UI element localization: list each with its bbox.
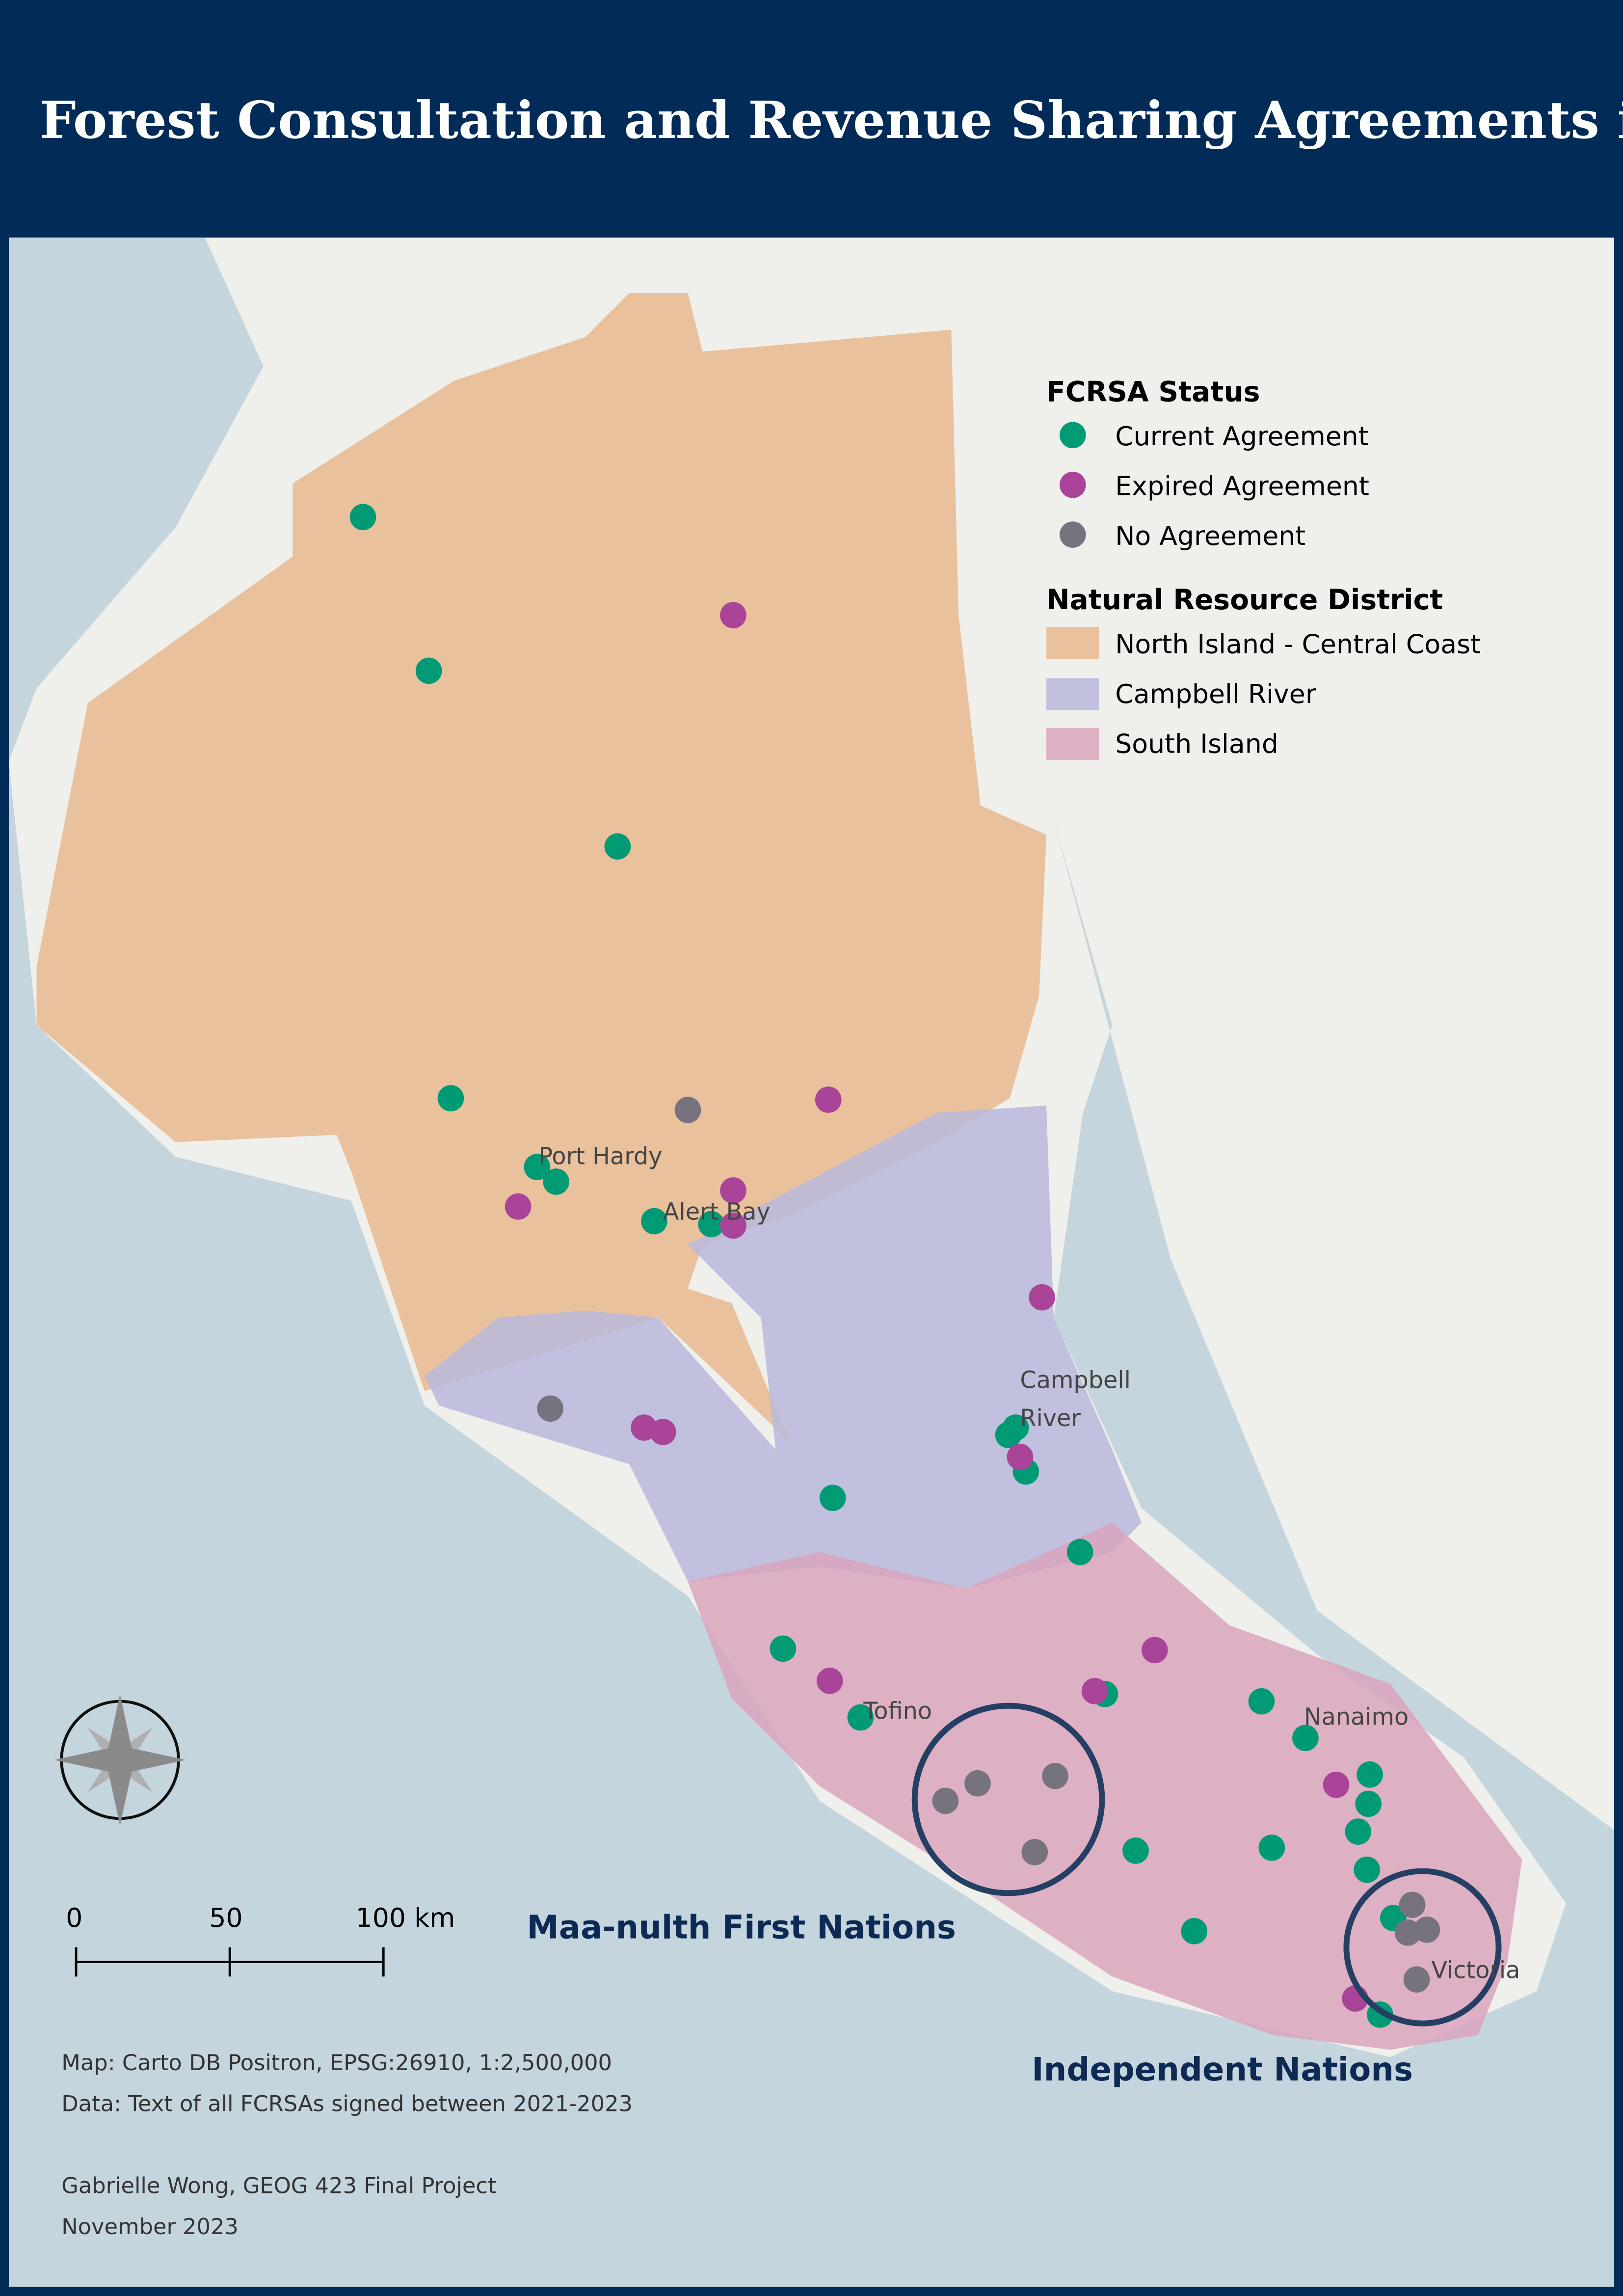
footer-date: November 2023 — [61, 2214, 239, 2240]
scale-bar: 0 50 100 km — [66, 1902, 455, 1977]
legend-current-marker — [1059, 422, 1086, 449]
agreement-point-current — [847, 1704, 874, 1731]
scale-label-100: 100 km — [356, 1902, 455, 1933]
agreement-point-expired — [1323, 1771, 1350, 1798]
agreement-point-expired — [815, 1086, 842, 1113]
legend: FCRSA Status Current Agreement Expired A… — [1046, 376, 1481, 760]
agreement-point-current — [543, 1168, 569, 1195]
place-label-alert-bay: Alert Bay — [663, 1199, 771, 1226]
agreement-point-current — [1248, 1688, 1275, 1715]
agreement-point-none — [537, 1395, 564, 1422]
place-labels: Port Hardy Alert Bay Campbell River Tofi… — [538, 1143, 1520, 1984]
agreement-point-current — [604, 833, 631, 860]
agreement-point-current — [1292, 1725, 1319, 1752]
agreement-point-none — [932, 1787, 959, 1814]
agreement-point-none — [674, 1097, 701, 1123]
place-label-nanaimo: Nanaimo — [1304, 1703, 1409, 1730]
map-frame — [0, 228, 1623, 2296]
independent-nations-highlight-circle — [1343, 1868, 1502, 2026]
agreement-point-expired — [720, 602, 746, 628]
agreement-point-current — [524, 1154, 551, 1181]
legend-campbell-river-label: Campbell River — [1115, 678, 1317, 709]
legend-expired-marker — [1059, 471, 1086, 498]
place-label-campbell-river-2: River — [1020, 1405, 1081, 1432]
agreement-point-expired — [1081, 1677, 1108, 1704]
agreement-point-current — [1122, 1837, 1149, 1864]
legend-north-island-swatch — [1046, 626, 1099, 659]
legend-district-title: Natural Resource District — [1046, 584, 1443, 616]
agreement-points — [349, 504, 1440, 2028]
legend-south-island-label: South Island — [1115, 728, 1278, 759]
place-label-campbell-river: Campbell — [1020, 1367, 1130, 1394]
agreement-point-current — [698, 1211, 725, 1238]
agreement-point-expired — [1029, 1284, 1055, 1311]
scale-label-0: 0 — [66, 1902, 82, 1933]
agreement-point-current — [1002, 1414, 1029, 1441]
agreement-point-expired — [720, 1177, 746, 1204]
map-border — [0, 228, 1623, 2296]
maa-nulth-highlight-circle — [911, 1702, 1105, 1896]
compass-rose-icon — [54, 1694, 186, 1826]
agreement-point-expired — [649, 1419, 676, 1445]
agreement-point-expired — [505, 1193, 532, 1220]
footer-author: Gabrielle Wong, GEOG 423 Final Project — [61, 2173, 496, 2199]
agreement-point-none — [964, 1770, 991, 1797]
legend-none-marker — [1059, 521, 1086, 548]
agreement-point-current — [1345, 1818, 1372, 1845]
agreement-point-current — [1066, 1539, 1093, 1566]
scale-label-50: 50 — [209, 1902, 242, 1933]
place-label-victoria: Victoria — [1431, 1957, 1520, 1984]
nation-label-independent: Independent Nations — [1032, 2051, 1413, 2088]
agreement-point-current — [770, 1635, 797, 1662]
agreement-point-current — [1355, 1790, 1382, 1817]
agreement-point-current — [349, 504, 376, 531]
agreement-point-expired — [720, 1212, 746, 1239]
legend-none-label: No Agreement — [1115, 520, 1305, 551]
legend-campbell-river-swatch — [1046, 678, 1099, 710]
agreement-point-none — [1413, 1917, 1440, 1943]
agreement-point-none — [1042, 1762, 1068, 1789]
legend-north-island-label: North Island - Central Coast — [1115, 629, 1481, 660]
district-north-island — [36, 293, 1047, 1442]
agreement-point-none — [1403, 1966, 1430, 1993]
ocean — [8, 237, 1615, 2287]
agreement-point-current — [819, 1485, 846, 1512]
legend-current-label: Current Agreement — [1115, 421, 1369, 452]
legend-south-island-swatch — [1046, 728, 1099, 760]
legend-status-title: FCRSA Status — [1046, 376, 1260, 408]
place-label-port-hardy: Port Hardy — [538, 1143, 662, 1170]
agreement-point-expired — [816, 1668, 843, 1694]
nation-label-maa-nulth: Maa-nulth First Nations — [527, 1909, 956, 1946]
footer-notes: Map: Carto DB Positron, EPSG:26910, 1:2,… — [61, 2050, 633, 2240]
agreement-point-expired — [1007, 1443, 1034, 1470]
district-south-island — [688, 1522, 1522, 2050]
footer-data-source: Data: Text of all FCRSAs signed between … — [61, 2091, 633, 2117]
agreement-point-current — [1354, 1856, 1380, 1883]
agreement-point-current — [1357, 1761, 1383, 1788]
agreement-point-none — [1399, 1891, 1426, 1918]
agreement-point-expired — [1141, 1637, 1168, 1664]
agreement-point-none — [1021, 1838, 1048, 1865]
map-title: Forest Consultation and Revenue Sharing … — [40, 90, 1623, 150]
agreement-point-current — [415, 657, 442, 684]
place-label-tofino: Tofino — [863, 1698, 932, 1725]
agreement-point-current — [1181, 1918, 1208, 1945]
district-campbell-river — [424, 1106, 1142, 1589]
agreement-point-current — [641, 1208, 667, 1235]
footer-map-source: Map: Carto DB Positron, EPSG:26910, 1:2,… — [61, 2050, 612, 2076]
agreement-point-current — [1258, 1835, 1285, 1861]
legend-expired-label: Expired Agreement — [1115, 471, 1369, 502]
agreement-point-current — [437, 1085, 464, 1111]
